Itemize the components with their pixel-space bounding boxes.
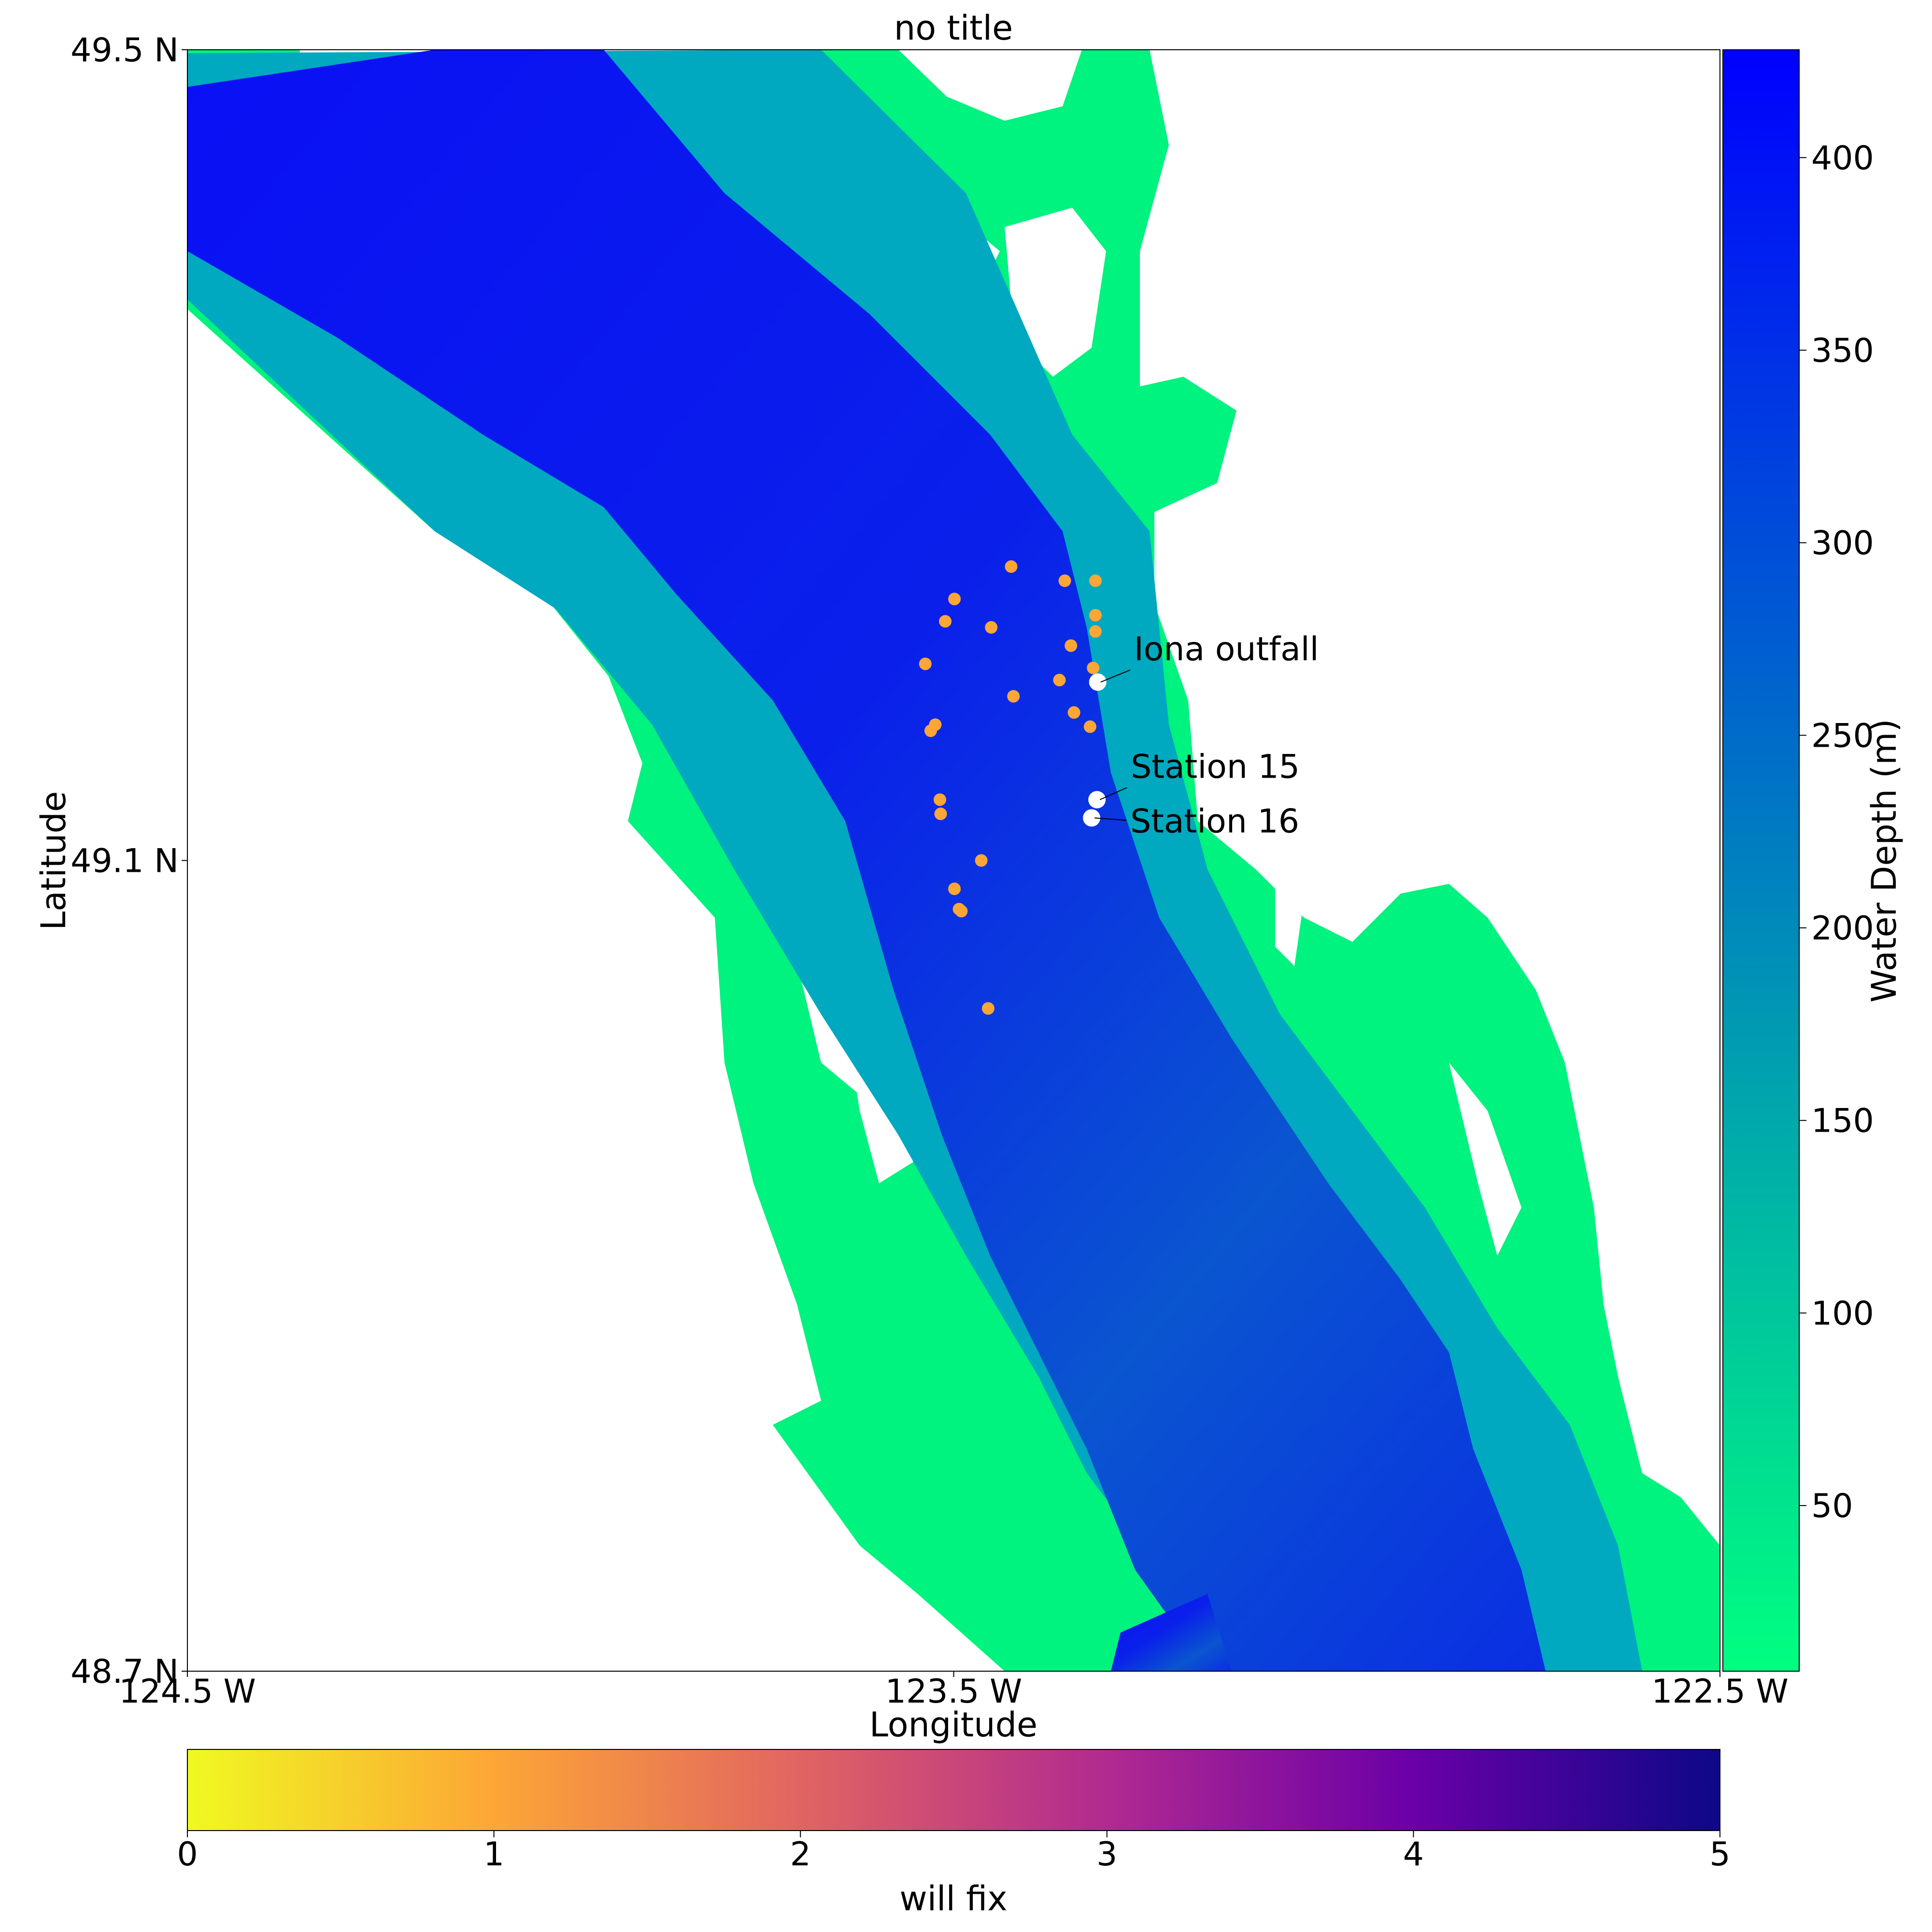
value-tick-label: 0	[177, 1835, 198, 1874]
station-marker	[1089, 673, 1107, 691]
value-colorbar-ticks: 0 1 2 3 4 5	[177, 1831, 1731, 1874]
depth-colorbar-label: Water Depth (m)	[1864, 719, 1904, 1002]
depth-tick-label: 350	[1811, 332, 1874, 370]
sample-point	[934, 807, 947, 820]
depth-tick-label: 100	[1811, 1294, 1874, 1333]
x-axis-ticks: 124.5 W 123.5 W 122.5 W	[119, 1671, 1789, 1711]
sample-point	[1058, 574, 1071, 587]
sample-point	[939, 615, 952, 628]
station-annotation-arrow	[1100, 669, 1131, 683]
depth-tick-label: 50	[1811, 1487, 1853, 1525]
sample-point	[919, 657, 932, 670]
depth-tick-label: 150	[1811, 1102, 1874, 1140]
sample-point	[948, 593, 961, 606]
y-tick-label: 48.7 N	[71, 1653, 179, 1691]
value-tick-label: 1	[483, 1835, 504, 1874]
sample-point	[924, 724, 937, 737]
depth-tick-label: 300	[1811, 525, 1874, 563]
deep-channel	[187, 50, 1546, 1671]
sample-point	[1083, 720, 1096, 733]
station-markers: Iona outfall Station 15 Station 16	[1083, 630, 1319, 840]
sample-point	[1089, 574, 1102, 587]
y-axis-ticks: 49.5 N 49.1 N 48.7 N	[71, 31, 187, 1691]
bathymetry-map	[187, 50, 1720, 1671]
sample-point	[1053, 674, 1066, 687]
value-tick-label: 5	[1709, 1835, 1730, 1874]
y-tick-label: 49.1 N	[71, 842, 179, 881]
sample-point	[985, 621, 998, 634]
sample-point	[1007, 690, 1020, 703]
depth-tick-label: 250	[1811, 717, 1874, 755]
sample-point	[1089, 625, 1102, 638]
x-tick-label: 122.5 W	[1651, 1673, 1789, 1711]
depth-colorbar	[1722, 49, 1800, 1672]
depth-tick-label: 400	[1811, 139, 1874, 177]
sample-point	[955, 905, 968, 918]
station-annotation-arrow	[1099, 787, 1127, 800]
x-axis-label: Longitude	[869, 1705, 1037, 1745]
station-marker	[1088, 791, 1106, 809]
station-annotation-arrow	[1094, 817, 1127, 821]
sample-point	[1067, 706, 1080, 719]
sample-point	[1005, 560, 1018, 573]
station-label: Iona outfall	[1134, 630, 1319, 668]
x-tick-label: 124.5 W	[119, 1673, 256, 1711]
sample-point	[981, 1002, 994, 1015]
chart-title: no title	[894, 8, 1013, 48]
value-colorbar-label: will fix	[899, 1879, 1007, 1918]
value-tick-label: 3	[1096, 1835, 1117, 1874]
depth-colorbar-ticks: 50 100 150 200 250 300 350 400	[1799, 139, 1874, 1525]
sample-point	[1089, 609, 1102, 622]
value-tick-label: 2	[790, 1835, 811, 1874]
value-tick-label: 4	[1403, 1835, 1424, 1874]
sample-point	[1087, 661, 1100, 674]
station-label: Station 15	[1131, 748, 1300, 786]
sample-point	[933, 793, 946, 806]
x-tick-label: 123.5 W	[885, 1673, 1023, 1711]
sample-point	[975, 854, 988, 867]
sample-point	[1065, 639, 1078, 652]
station-label: Station 16	[1130, 802, 1299, 840]
sample-point	[948, 882, 961, 895]
y-axis-label: Latitude	[34, 791, 73, 930]
y-tick-label: 49.5 N	[71, 31, 179, 70]
depth-tick-label: 200	[1811, 909, 1874, 948]
station-marker	[1083, 809, 1101, 827]
sample-points	[919, 560, 1102, 1015]
value-colorbar	[187, 1749, 1720, 1831]
